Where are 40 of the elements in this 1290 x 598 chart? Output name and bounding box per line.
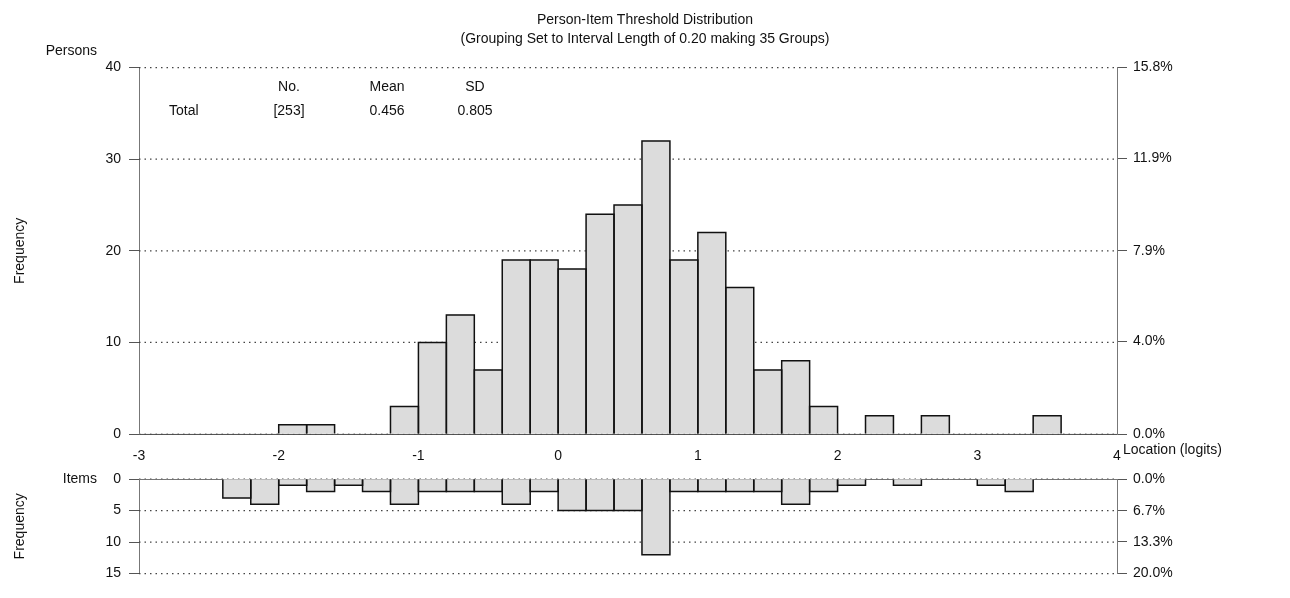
annotation: 0.456 [369,102,405,119]
x-tick-label: -3 [132,447,146,464]
y-tick-label: 0 [113,469,122,486]
y2-tick-label: 0.0% [1133,469,1165,486]
annotation: No. [278,78,300,95]
annotation: Total [169,102,199,119]
annotation: 0.805 [457,102,493,119]
y2-tick-label: 6.7% [1133,501,1165,518]
chart-subtitle: (Grouping Set to Interval Length of 0.20 making 35 Groups) [460,30,830,47]
y-axis-title: Frequency [11,493,28,560]
y2-tick-label: 7.9% [1133,241,1165,258]
chart-title: Person-Item Threshold Distribution [536,11,754,28]
x-tick-label: 2 [833,447,842,464]
x-tick-label: 4 [1113,447,1122,464]
y-tick-label: 10 [105,532,122,549]
y2-tick-label: 13.3% [1133,532,1173,549]
annotation: SD [465,78,485,95]
y-axis-title: Frequency [11,217,28,284]
annotation: [253] [273,102,305,119]
y-tick-label: 15 [105,564,122,581]
y-tick-label: 10 [105,333,122,350]
x-tick-label: 0 [554,447,563,464]
y2-tick-label: 20.0% [1133,564,1173,581]
y-tick-label: 20 [105,241,122,258]
annotation: Mean [369,78,405,95]
text: Items [62,469,97,486]
y2-tick-label: 0.0% [1133,424,1165,441]
x-tick-label: -1 [412,447,425,464]
x-tick-label: 1 [693,447,702,464]
x-tick-label: 3 [973,447,982,464]
y-tick-label: 40 [105,58,122,75]
y2-tick-label: 11.9% [1133,148,1172,165]
y-tick-label: 5 [113,501,122,518]
x-tick-label: -2 [272,447,286,464]
text: Persons [45,42,97,59]
y2-tick-label: 4.0% [1133,332,1165,349]
y2-tick-label: 15.8% [1133,58,1173,75]
y-tick-label: 30 [105,150,122,167]
x-axis-title: Location (logits) [1123,440,1222,457]
y-tick-label: 0 [113,424,122,441]
